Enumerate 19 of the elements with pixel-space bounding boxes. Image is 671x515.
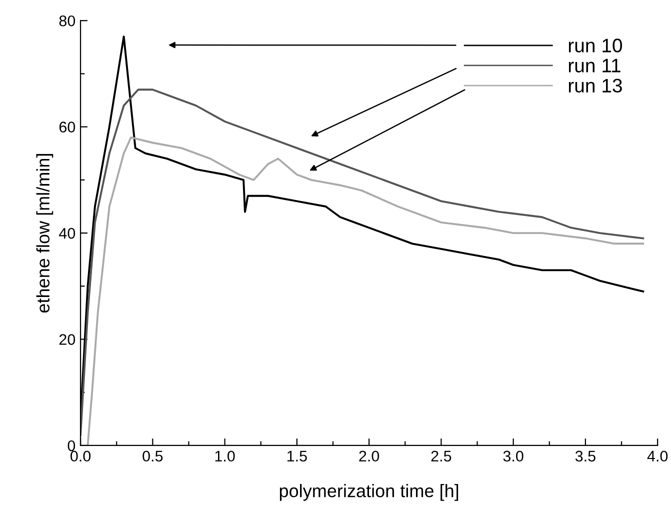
y-axis-title: ethene flow [ml/min] xyxy=(36,154,54,313)
x-tick-label: 2.0 xyxy=(359,450,380,462)
x-axis-title: polymerization time [h] xyxy=(280,484,458,501)
x-tick-label: 1.0 xyxy=(215,450,235,462)
y-tick-label: 40 xyxy=(59,228,76,239)
x-tick-label: 3.0 xyxy=(503,450,524,462)
y-tick-label: 0 xyxy=(68,440,76,452)
x-tick-label: 0.0 xyxy=(70,450,91,462)
y-tick-label: 20 xyxy=(59,334,76,345)
y-tick-label: 60 xyxy=(59,122,76,133)
x-tick-label: 1.5 xyxy=(287,450,307,462)
x-tick-label: 3.5 xyxy=(575,450,596,462)
x-tick-label: 4.0 xyxy=(647,450,668,462)
y-tick-label: 80 xyxy=(59,15,76,26)
x-tick-label: 0.5 xyxy=(142,450,163,462)
legend-label: run 10 xyxy=(568,38,622,52)
x-tick-label: 2.5 xyxy=(431,450,452,462)
legend-label: run 13 xyxy=(568,78,622,93)
legend-label: run 11 xyxy=(568,58,620,72)
